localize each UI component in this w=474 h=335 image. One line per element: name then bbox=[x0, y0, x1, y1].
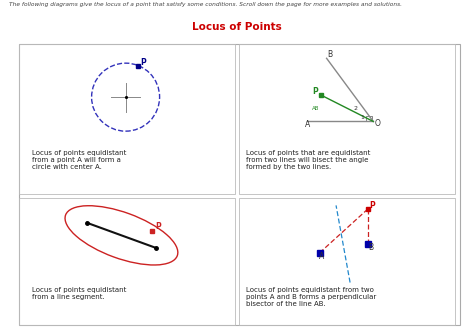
Bar bbox=[366, 116, 372, 122]
Text: A: A bbox=[319, 252, 324, 261]
Text: B: B bbox=[369, 243, 374, 252]
Text: O: O bbox=[374, 119, 381, 128]
Text: Locus of Points: Locus of Points bbox=[192, 22, 282, 32]
Text: 2: 2 bbox=[354, 106, 358, 111]
Text: A: A bbox=[305, 120, 310, 129]
Text: Locus of points equidistant
from a point A will form a
circle with center A.: Locus of points equidistant from a point… bbox=[32, 150, 126, 170]
Text: B: B bbox=[328, 50, 333, 59]
Text: P: P bbox=[140, 58, 146, 67]
Text: 1: 1 bbox=[361, 115, 365, 120]
Text: Locus of points equidistant
from a line segment.: Locus of points equidistant from a line … bbox=[32, 287, 126, 300]
Text: P: P bbox=[370, 201, 375, 210]
Text: Locus of points that are equidistant
from two lines will bisect the angle
formed: Locus of points that are equidistant fro… bbox=[246, 150, 370, 170]
Text: Locus of points equidistant from two
points A and B forms a perpendicular
bisect: Locus of points equidistant from two poi… bbox=[246, 287, 376, 307]
Text: AB: AB bbox=[311, 106, 319, 111]
Text: P: P bbox=[156, 222, 162, 231]
Text: The following diagrams give the locus of a point that satisfy some conditions. S: The following diagrams give the locus of… bbox=[9, 2, 402, 7]
Text: P: P bbox=[312, 87, 318, 96]
